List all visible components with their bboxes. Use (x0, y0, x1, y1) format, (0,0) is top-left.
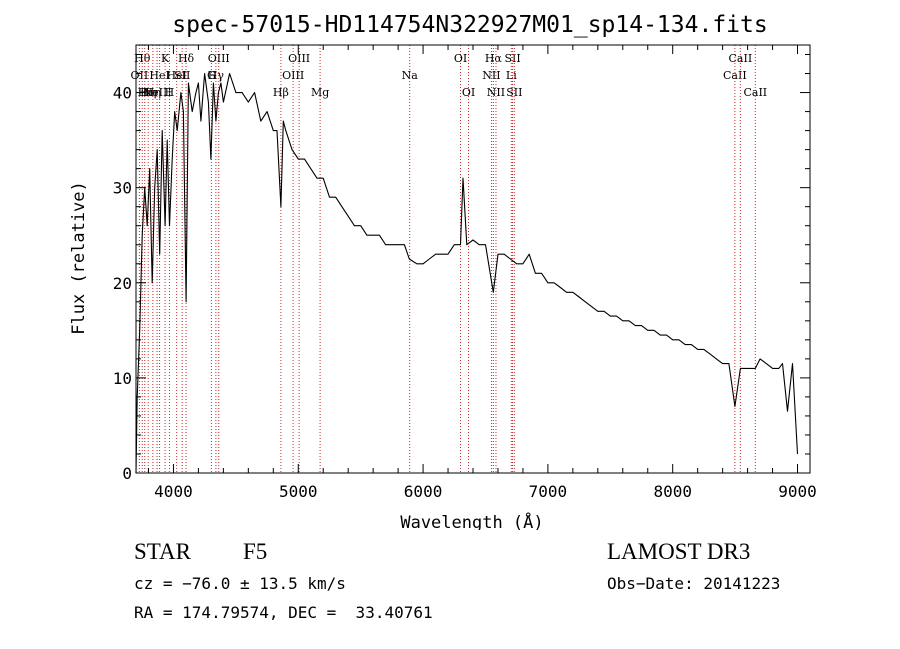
spectrum-series (135, 72, 799, 474)
plot-frame (135, 44, 811, 474)
x-axis-label: Wavelength (Å) (400, 511, 543, 530)
object-subclass: F5 (243, 539, 268, 564)
redshift-cz: cz = −76.0 ± 13.5 km/s (134, 574, 346, 593)
line-label-0: OII (131, 69, 149, 82)
line-label-15: Hβ (273, 86, 289, 99)
chart-title: spec-57015-HD114754N322927M01_sp14-134.f… (172, 12, 767, 38)
x-tick-label-3: 7000 (529, 482, 568, 501)
line-label-8: H (165, 86, 175, 99)
spectrum-line-0 (135, 72, 799, 474)
survey-name: LAMOST DR3 (607, 539, 751, 564)
line-label-21: OI (462, 86, 475, 99)
line-label-10: SII (174, 69, 190, 82)
y-tick-label-3: 30 (113, 179, 132, 198)
line-label-26: SII (504, 52, 520, 65)
line-label-17: OIII (288, 52, 310, 65)
line-label-18: Mg (311, 86, 329, 99)
line-label-16: OIII (282, 69, 304, 82)
x-tick-label-0: 4000 (154, 482, 193, 501)
line-label-22: NII (482, 69, 500, 82)
line-label-23: Hα (485, 52, 503, 65)
line-label-13: Hγ (208, 69, 225, 82)
observation-date: Obs−Date: 20141223 (607, 574, 781, 593)
object-class: STAR (134, 539, 191, 564)
line-label-24: NII (487, 86, 505, 99)
line-label-30: CaII (743, 86, 767, 99)
line-label-11: Hδ (178, 52, 195, 65)
line-label-20: OI (454, 52, 467, 65)
line-label-19: Na (402, 69, 419, 82)
axis-ticks: 4000 5000 6000 7000 8000 9000 0 10 20 30 40 (113, 45, 817, 501)
x-tick-label-1: 5000 (279, 482, 318, 501)
line-label-7: K (161, 52, 170, 65)
y-axis-label: Flux (relative) (69, 181, 89, 335)
line-label-27: SII (506, 86, 522, 99)
y-tick-label-1: 10 (113, 369, 132, 388)
coordinates: RA = 174.79574, DEC = 33.40761 (134, 603, 433, 622)
x-tick-label-5: 9000 (778, 482, 817, 501)
x-tick-label-2: 6000 (404, 482, 443, 501)
y-tick-label-0: 0 (122, 464, 132, 483)
line-label-29: CaII (729, 52, 753, 65)
spectrum-chart: spec-57015-HD114754N322927M01_sp14-134.f… (69, 12, 817, 530)
y-tick-label-4: 40 (113, 84, 132, 103)
spectral-line-markers: OIIHθHιHηHηNeIIIHeIKHHeISIIHδGHγOIIIHβOI… (131, 45, 767, 473)
x-tick-label-4: 8000 (653, 482, 692, 501)
line-label-28: CaII (723, 69, 747, 82)
line-label-25: Li (506, 69, 517, 82)
line-label-5: NeIII (143, 86, 172, 99)
line-label-14: OIII (208, 52, 230, 65)
line-label-4: Hη (145, 86, 161, 99)
line-label-1: Hθ (134, 52, 151, 65)
y-tick-label-2: 20 (113, 274, 132, 293)
line-label-3: Hη (140, 86, 156, 99)
line-label-12: G (207, 69, 216, 82)
